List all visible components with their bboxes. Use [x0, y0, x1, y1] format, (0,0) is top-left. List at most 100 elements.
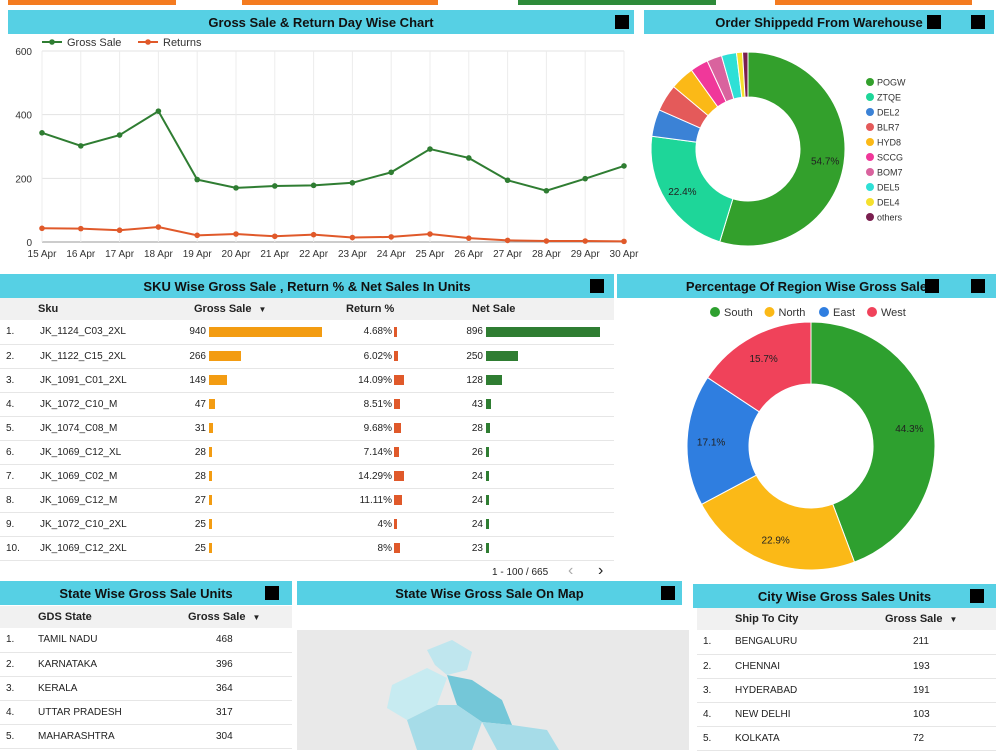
return-bar	[394, 494, 402, 505]
data-point[interactable]	[233, 185, 239, 191]
data-point[interactable]	[272, 183, 278, 189]
table-row[interactable]: 1. JK_1124_C03_2XL 940 4.68% 896	[0, 320, 614, 345]
table-row[interactable]: 6. JK_1069_C12_XL 28 7.14% 26	[0, 440, 614, 465]
table-row[interactable]: 4. UTTAR PRADESH 317	[0, 700, 292, 725]
gross-bar	[209, 350, 241, 361]
table-row[interactable]: 7. JK_1069_C02_M 28 14.29% 24	[0, 464, 614, 489]
return-cell: 8.51%	[328, 392, 458, 417]
data-point[interactable]	[155, 108, 162, 114]
data-point[interactable]	[543, 187, 550, 194]
data-point[interactable]	[388, 234, 395, 240]
data-point[interactable]	[116, 132, 123, 138]
legend-dot	[866, 198, 874, 206]
col-gds-state[interactable]: GDS State	[38, 606, 188, 628]
data-point[interactable]	[116, 227, 123, 234]
data-point[interactable]	[466, 235, 472, 241]
data-point[interactable]	[349, 179, 356, 186]
region-title: Percentage Of Region Wise Gross Sale	[685, 278, 928, 294]
row-number: 1.	[0, 628, 38, 653]
net-cell: 128	[458, 368, 614, 393]
table-row[interactable]: 4. NEW DELHI 103	[697, 702, 996, 727]
col-gross-sale[interactable]: Gross Sale ▼	[188, 298, 328, 320]
table-row[interactable]: 4. JK_1072_C10_M 47 8.51% 43	[0, 392, 614, 417]
net-value: 896	[466, 326, 483, 338]
data-point[interactable]	[194, 232, 200, 239]
map-region-west	[387, 668, 447, 720]
table-row[interactable]: 5. MAHARASHTRA 304	[0, 724, 292, 749]
gross-bar	[209, 470, 213, 481]
data-point[interactable]	[427, 231, 433, 237]
menu-square-icon[interactable]	[971, 15, 985, 29]
data-point[interactable]	[504, 237, 511, 244]
data-point[interactable]	[621, 238, 627, 245]
donut-slice[interactable]	[741, 51, 749, 98]
menu-square-icon[interactable]	[927, 15, 941, 29]
menu-square-icon[interactable]	[615, 15, 629, 29]
data-point[interactable]	[388, 169, 395, 176]
menu-square-icon[interactable]	[265, 586, 279, 600]
next-page-button[interactable]: ›	[598, 561, 604, 579]
table-row[interactable]: 2. JK_1122_C15_2XL 266 6.02% 250	[0, 344, 614, 369]
col-net-sale[interactable]: Net Sale	[458, 298, 614, 320]
donut-slice[interactable]	[719, 51, 846, 247]
x-tick-label: 16 Apr	[66, 249, 96, 260]
legend-label: South	[724, 307, 753, 319]
data-point[interactable]	[272, 233, 278, 240]
donut-slice[interactable]	[810, 321, 936, 563]
table-row[interactable]: 5. JK_1074_C08_M 31 9.68% 28	[0, 416, 614, 441]
col-ship-to-city[interactable]: Ship To City	[735, 608, 885, 630]
menu-square-icon[interactable]	[925, 279, 939, 293]
data-point[interactable]	[543, 238, 550, 244]
donut-slice[interactable]	[700, 474, 856, 571]
pagination-range: 1 - 100 / 665	[492, 566, 549, 578]
table-row[interactable]: 10. JK_1069_C12_2XL 25 8% 23	[0, 536, 614, 561]
menu-square-icon[interactable]	[661, 586, 675, 600]
gross-value: 25	[194, 542, 206, 554]
col-return-pct[interactable]: Return %	[328, 298, 458, 320]
data-point[interactable]	[39, 225, 45, 232]
table-row[interactable]: 9. JK_1072_C10_2XL 25 4% 24	[0, 512, 614, 537]
gross-cell: 103	[885, 702, 996, 727]
table-row[interactable]: 3. JK_1091_C01_2XL 149 14.09% 128	[0, 368, 614, 393]
line-chart: 0 200 400 600 15 Apr 16 Apr 17 Apr 18 Apr 19 Apr…	[15, 37, 639, 260]
table-row[interactable]: 8. JK_1069_C12_M 27 11.11% 24	[0, 488, 614, 513]
data-point[interactable]	[621, 163, 627, 169]
data-point[interactable]	[582, 175, 588, 182]
data-point[interactable]	[194, 176, 200, 183]
data-point[interactable]	[504, 177, 511, 184]
menu-square-icon[interactable]	[971, 279, 985, 293]
legend-dot	[866, 78, 874, 86]
data-point[interactable]	[39, 130, 45, 136]
legend-marker	[145, 39, 151, 45]
slice-label: 22.4%	[668, 187, 696, 198]
net-cell: 28	[458, 416, 614, 441]
table-row[interactable]: 1. BENGALURU 211	[697, 630, 996, 655]
data-point[interactable]	[582, 238, 588, 244]
legend-dot	[866, 183, 874, 191]
col-sku[interactable]: Sku	[38, 298, 188, 320]
table-row[interactable]: 3. HYDERABAD 191	[697, 678, 996, 703]
data-point[interactable]	[349, 234, 356, 241]
data-point[interactable]	[427, 146, 433, 152]
prev-page-button[interactable]: ‹	[568, 561, 574, 579]
net-cell: 26	[458, 440, 614, 465]
data-point[interactable]	[310, 182, 317, 189]
data-point[interactable]	[155, 224, 162, 230]
table-row[interactable]: 3. KERALA 364	[0, 676, 292, 701]
table-row[interactable]: 2. KARNATAKA 396	[0, 652, 292, 677]
menu-square-icon[interactable]	[590, 279, 604, 293]
data-point[interactable]	[466, 155, 472, 161]
data-point[interactable]	[310, 231, 317, 238]
data-point[interactable]	[233, 231, 239, 237]
donut-slice[interactable]	[706, 321, 812, 413]
table-row[interactable]: 2. CHENNAI 193	[697, 654, 996, 679]
row-number: 3.	[0, 368, 38, 393]
india-map[interactable]	[297, 630, 689, 750]
data-point[interactable]	[78, 143, 84, 149]
col-city-gross[interactable]: Gross Sale ▼	[885, 608, 996, 630]
table-row[interactable]: 1. TAMIL NADU 468	[0, 628, 292, 653]
col-state-gross[interactable]: Gross Sale ▼	[188, 606, 292, 628]
menu-square-icon[interactable]	[970, 589, 984, 603]
table-row[interactable]: 5. KOLKATA 72	[697, 726, 996, 751]
data-point[interactable]	[78, 225, 84, 232]
